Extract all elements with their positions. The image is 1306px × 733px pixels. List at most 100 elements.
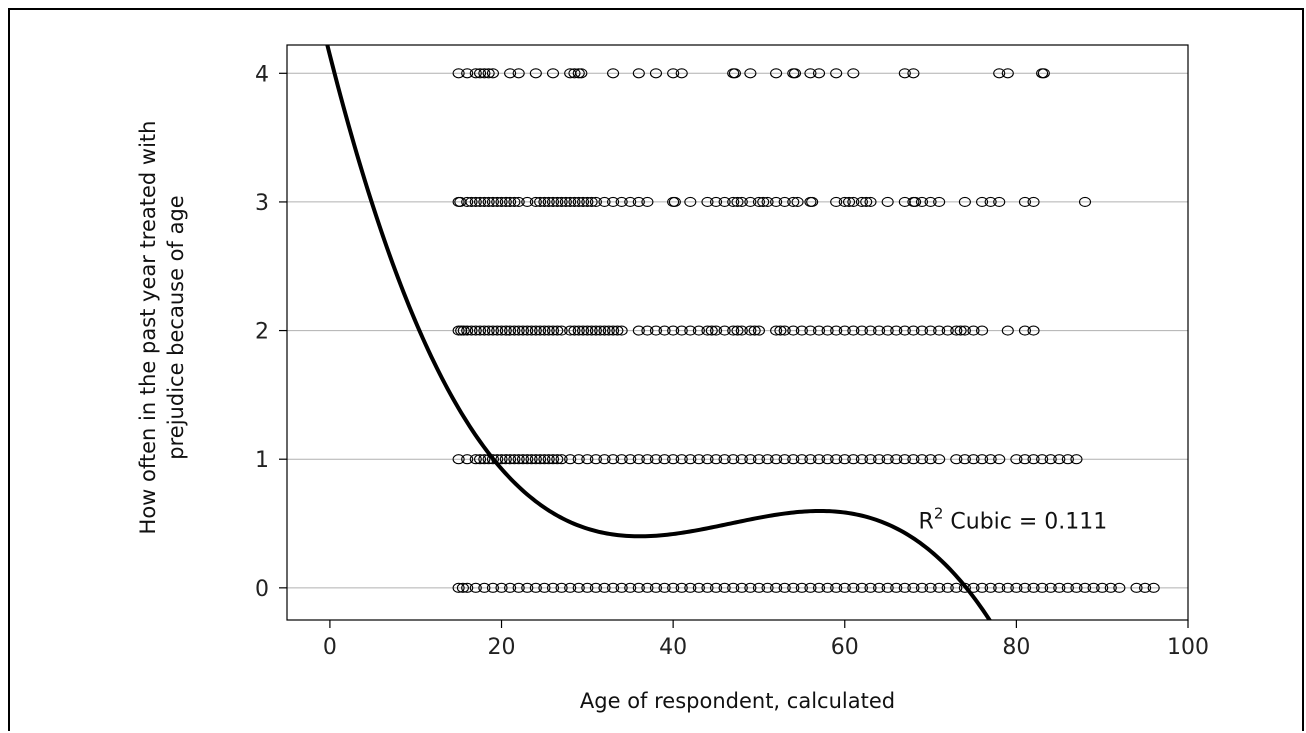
data-point — [1096, 582, 1109, 593]
data-point — [787, 582, 800, 593]
data-point — [585, 196, 598, 207]
data-point — [512, 582, 525, 593]
data-point — [581, 196, 594, 207]
data-point — [607, 325, 620, 336]
y-tick-label: 0 — [255, 577, 269, 602]
data-point — [1018, 196, 1032, 207]
data-point — [774, 325, 787, 336]
data-point — [465, 196, 478, 207]
data-point — [542, 454, 555, 465]
data-point — [504, 196, 517, 207]
data-point — [761, 454, 774, 465]
data-point — [482, 68, 495, 79]
data-point — [924, 454, 937, 465]
data-point — [838, 454, 851, 465]
y-tick-label: 2 — [255, 320, 269, 345]
data-point — [529, 196, 542, 207]
data-point — [752, 325, 766, 336]
x-tick-label: 60 — [831, 635, 859, 660]
plot-area — [286, 44, 1189, 621]
data-point — [847, 325, 860, 336]
data-point — [1036, 454, 1049, 465]
data-point — [589, 196, 602, 207]
data-point — [499, 454, 512, 465]
y-tick-label: 4 — [255, 62, 269, 87]
data-point — [898, 325, 911, 336]
data-point — [795, 582, 808, 593]
data-point — [907, 68, 920, 79]
data-point — [770, 196, 783, 207]
data-point — [576, 325, 590, 336]
data-point — [564, 325, 577, 336]
data-point — [915, 582, 929, 593]
data-point — [873, 582, 886, 593]
data-point — [684, 454, 697, 465]
data-point — [881, 454, 894, 465]
data-point — [770, 582, 783, 593]
data-point — [950, 582, 963, 593]
data-point — [1018, 325, 1032, 336]
data-point — [692, 325, 705, 336]
data-point — [499, 196, 512, 207]
data-point — [658, 454, 671, 465]
data-point — [469, 325, 482, 336]
data-point — [821, 454, 834, 465]
data-point — [976, 196, 989, 207]
data-point — [469, 582, 482, 593]
data-point — [649, 68, 663, 79]
data-point — [512, 196, 525, 207]
data-point — [898, 582, 911, 593]
data-point — [748, 325, 761, 336]
data-point — [812, 454, 826, 465]
data-point — [843, 196, 856, 207]
data-point — [546, 68, 560, 79]
data-point — [667, 68, 680, 79]
data-point — [461, 68, 474, 79]
y-axis-ticks: 0 1 2 3 4 — [255, 62, 287, 602]
data-point — [924, 325, 937, 336]
data-point — [572, 325, 585, 336]
data-point — [778, 196, 791, 207]
data-point — [1078, 582, 1092, 593]
data-point — [718, 454, 731, 465]
data-point — [735, 196, 748, 207]
data-point — [486, 325, 499, 336]
data-point — [495, 325, 508, 336]
data-point — [649, 454, 663, 465]
data-point — [546, 196, 560, 207]
data-point — [534, 454, 547, 465]
data-point — [624, 196, 637, 207]
data-point — [649, 325, 663, 336]
data-point — [486, 582, 499, 593]
data-point — [575, 68, 588, 79]
data-point — [915, 325, 929, 336]
data-point — [821, 582, 834, 593]
data-point — [967, 454, 980, 465]
data-point — [1078, 196, 1092, 207]
data-point — [909, 196, 922, 207]
data-point — [718, 582, 731, 593]
data-point — [821, 325, 834, 336]
data-point — [469, 196, 482, 207]
data-point — [658, 325, 671, 336]
data-point — [804, 325, 817, 336]
data-point — [508, 454, 521, 465]
data-point — [787, 325, 800, 336]
data-point — [950, 454, 963, 465]
data-point — [564, 582, 577, 593]
data-point — [474, 325, 487, 336]
data-point — [675, 325, 688, 336]
data-point — [812, 68, 826, 79]
data-point — [812, 582, 826, 593]
data-point — [615, 582, 628, 593]
data-point — [521, 196, 534, 207]
data-point — [461, 582, 474, 593]
data-point — [855, 325, 868, 336]
data-point — [701, 582, 714, 593]
data-point — [787, 454, 800, 465]
data-point — [838, 325, 851, 336]
data-point — [474, 68, 487, 79]
data-point — [727, 454, 740, 465]
data-point — [1001, 582, 1014, 593]
data-point — [976, 325, 989, 336]
